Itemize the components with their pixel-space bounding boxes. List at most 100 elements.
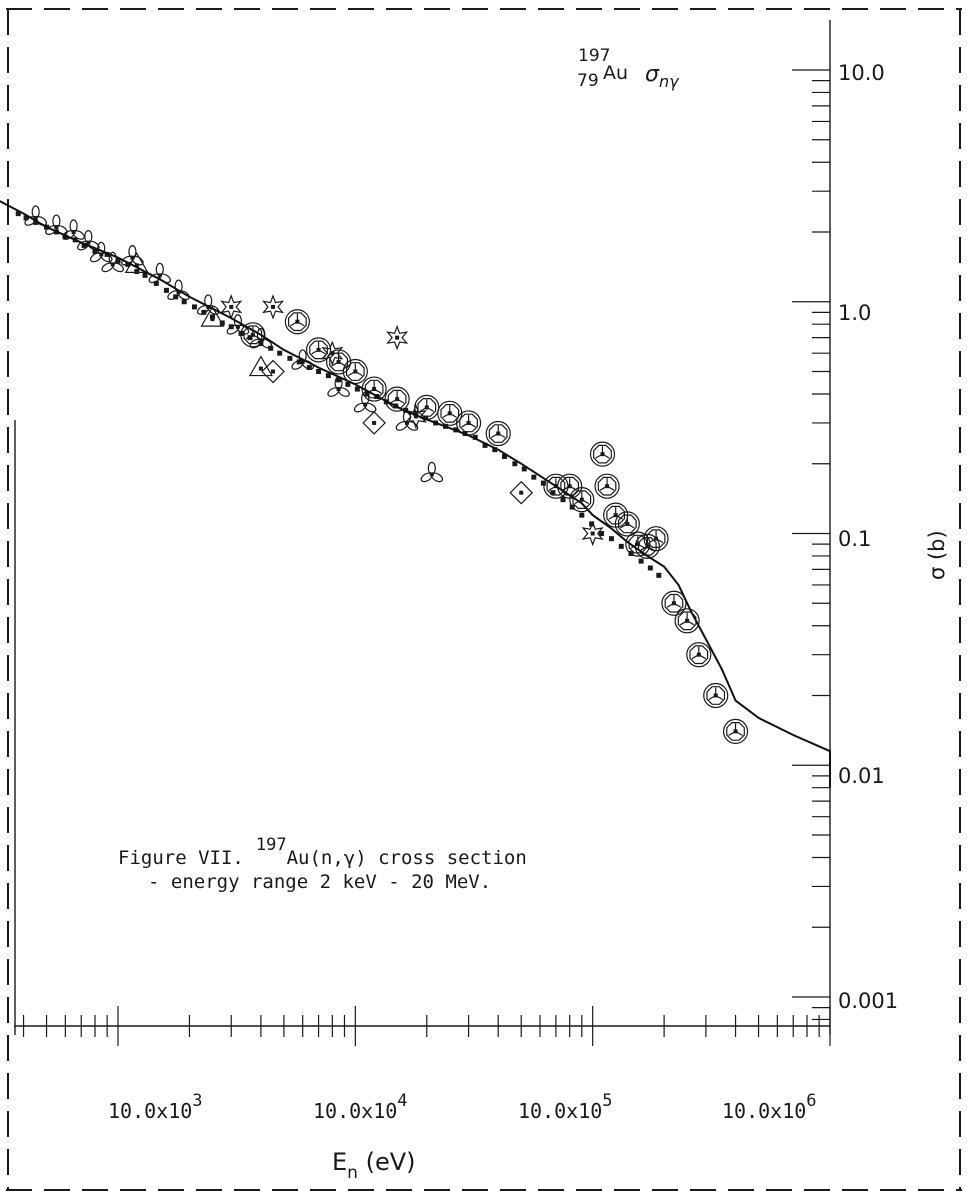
data-point — [521, 466, 527, 472]
data-point — [614, 511, 640, 537]
title-atomic-number: 79 — [577, 71, 599, 91]
data-point — [354, 386, 360, 392]
data-point — [550, 490, 556, 496]
data-point — [420, 461, 444, 483]
data-point — [163, 287, 169, 293]
caption-line-2: - energy range 2 keV - 20 MeV. — [148, 871, 491, 893]
data-point — [531, 474, 537, 480]
title-element: Au — [603, 62, 628, 84]
data-point — [647, 565, 653, 571]
data-point — [201, 309, 207, 315]
data-point — [492, 447, 498, 453]
data-point — [661, 590, 687, 616]
x-tick-labels: 10.0x103 10.0x104 10.0x105 10.0x106 — [108, 1091, 817, 1123]
data-point — [384, 386, 410, 412]
data-point — [262, 294, 285, 320]
data-point — [287, 355, 293, 361]
y-axis-label: σ (b) — [925, 530, 949, 580]
data-point — [618, 543, 624, 549]
data-point — [134, 269, 140, 275]
data-point — [77, 229, 100, 251]
y-axis-ticks — [792, 69, 830, 1021]
data-point — [656, 572, 662, 578]
y-tick-label-1: 1.0 — [838, 301, 871, 325]
y-tick-label-0-01: 0.01 — [838, 764, 885, 788]
data-point — [362, 411, 386, 435]
x-axis-label: En (eV) — [332, 1148, 416, 1183]
data-point — [501, 453, 507, 459]
x-tick-label-4: 10.0x106 — [722, 1091, 817, 1123]
y-tick-label-10: 10.0 — [838, 61, 885, 85]
data-point — [643, 526, 669, 552]
title-quantity: σnγ — [645, 62, 680, 91]
data-point — [181, 299, 187, 305]
data-point — [153, 280, 159, 286]
data-point — [485, 420, 511, 447]
data-point — [579, 512, 585, 518]
y-tick-labels: 10.0 1.0 0.1 0.01 0.001 — [838, 61, 898, 1013]
series-star — [220, 294, 604, 547]
series-diamond — [261, 359, 534, 505]
y-tick-label-0-1: 0.1 — [838, 527, 871, 551]
data-point — [345, 381, 351, 387]
data-point — [247, 335, 253, 341]
data-point — [296, 359, 302, 365]
data-point — [167, 279, 190, 301]
caption-line-1: Figure VII.197Au(n,γ) cross section — [118, 835, 527, 869]
data-point — [321, 340, 344, 366]
data-point — [209, 314, 215, 320]
data-point — [115, 258, 121, 264]
dashed-frame — [6, 8, 962, 1191]
data-point — [599, 531, 605, 536]
series-circle-octagon — [240, 309, 749, 744]
data-point — [472, 434, 478, 440]
data-point — [62, 234, 68, 240]
data-point — [560, 497, 566, 503]
data-point — [248, 355, 273, 377]
data-point — [261, 359, 285, 384]
data-point — [121, 245, 144, 266]
data-point — [423, 415, 429, 421]
data-point — [325, 349, 352, 375]
data-point — [512, 461, 518, 467]
data-point — [589, 441, 616, 467]
series-propeller — [24, 205, 444, 483]
data-point — [686, 642, 712, 668]
data-point — [437, 400, 463, 426]
data-point — [277, 350, 283, 356]
data-point — [336, 377, 342, 383]
data-point — [24, 205, 47, 226]
data-point — [191, 304, 197, 310]
data-point — [305, 337, 332, 363]
data-point — [33, 219, 39, 225]
data-point — [92, 248, 98, 254]
data-point — [15, 211, 21, 217]
data-point — [386, 324, 409, 351]
data-point — [581, 520, 604, 547]
data-point — [722, 718, 749, 744]
data-point — [316, 369, 322, 375]
data-point — [173, 294, 179, 300]
data-series — [15, 205, 749, 744]
chart-title: 197 79 Au σnγ — [577, 46, 680, 91]
y-tick-label-0-001: 0.001 — [838, 989, 898, 1013]
data-point — [306, 365, 312, 371]
figure-caption: Figure VII.197Au(n,γ) cross section - en… — [118, 835, 527, 893]
title-mass-number: 197 — [578, 46, 610, 66]
series-triangle — [124, 252, 273, 377]
data-point — [569, 487, 595, 513]
data-point — [482, 442, 488, 448]
data-point — [703, 682, 729, 709]
data-point — [509, 480, 534, 505]
data-point — [540, 480, 546, 486]
data-point — [81, 242, 87, 248]
x-tick-label-1: 10.0x103 — [108, 1091, 203, 1123]
data-point — [291, 349, 314, 370]
data-point — [200, 305, 225, 327]
x-tick-label-3: 10.0x105 — [518, 1091, 613, 1123]
data-point — [101, 251, 124, 273]
data-point — [23, 215, 29, 221]
data-point — [608, 536, 614, 542]
data-point — [142, 272, 148, 278]
